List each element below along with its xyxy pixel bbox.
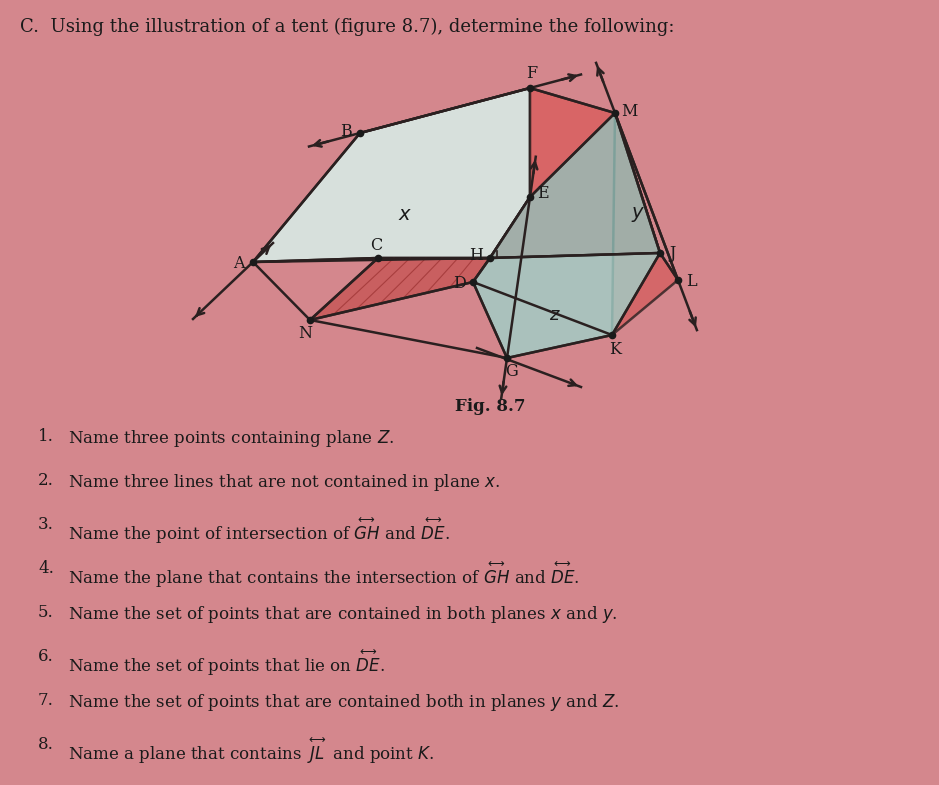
Text: 7.: 7. <box>38 692 54 709</box>
Text: 5.: 5. <box>38 604 54 621</box>
Text: Name the set of points that are contained both in planes $\mathit{y}$ and $Z$.: Name the set of points that are containe… <box>68 692 619 713</box>
Text: C: C <box>370 236 382 254</box>
Text: 3.: 3. <box>38 516 54 533</box>
Text: Name three points containing plane $Z$.: Name three points containing plane $Z$. <box>68 428 394 449</box>
Text: 2.: 2. <box>38 472 54 489</box>
Polygon shape <box>490 88 660 258</box>
Text: J: J <box>670 244 676 261</box>
Text: 6.: 6. <box>38 648 54 665</box>
Text: M: M <box>621 103 638 119</box>
Text: Name three lines that are not contained in plane $\mathit{x}$.: Name three lines that are not contained … <box>68 472 500 493</box>
Text: E: E <box>537 184 548 202</box>
Text: D: D <box>453 276 466 293</box>
Text: N: N <box>298 326 312 342</box>
Polygon shape <box>473 253 660 358</box>
Polygon shape <box>253 88 530 262</box>
Polygon shape <box>612 113 678 335</box>
Text: A: A <box>233 255 245 272</box>
Text: F: F <box>527 65 537 82</box>
Polygon shape <box>310 258 490 320</box>
Text: Name the set of points that are contained in both planes $\mathit{x}$ and $\math: Name the set of points that are containe… <box>68 604 618 625</box>
Text: 1.: 1. <box>38 428 54 445</box>
Text: G: G <box>505 363 518 381</box>
Text: Fig. 8.7: Fig. 8.7 <box>454 398 525 415</box>
Text: $\mathit{y}$: $\mathit{y}$ <box>631 206 645 225</box>
Text: C.  Using the illustration of a tent (figure 8.7), determine the following:: C. Using the illustration of a tent (fig… <box>20 18 674 36</box>
Polygon shape <box>490 113 660 258</box>
Text: Name the point of intersection of $\overset{\longleftrightarrow}{GH}$ and $\over: Name the point of intersection of $\over… <box>68 516 450 546</box>
Text: H: H <box>469 247 483 265</box>
Text: Name the plane that contains the intersection of $\overset{\longleftrightarrow}{: Name the plane that contains the interse… <box>68 560 579 590</box>
Text: L: L <box>685 273 697 290</box>
Text: $\mathit{z}$: $\mathit{z}$ <box>549 306 561 324</box>
Text: 4.: 4. <box>38 560 54 577</box>
Text: $\mathit{x}$: $\mathit{x}$ <box>398 206 412 224</box>
Text: Name a plane that contains $\overset{\longleftrightarrow}{JL}$ and point $\mathi: Name a plane that contains $\overset{\lo… <box>68 736 435 766</box>
Text: Name the set of points that lie on $\overset{\longleftrightarrow}{DE}$.: Name the set of points that lie on $\ove… <box>68 648 385 678</box>
Text: 8.: 8. <box>38 736 54 753</box>
Text: K: K <box>609 341 621 357</box>
Text: B: B <box>340 122 352 140</box>
